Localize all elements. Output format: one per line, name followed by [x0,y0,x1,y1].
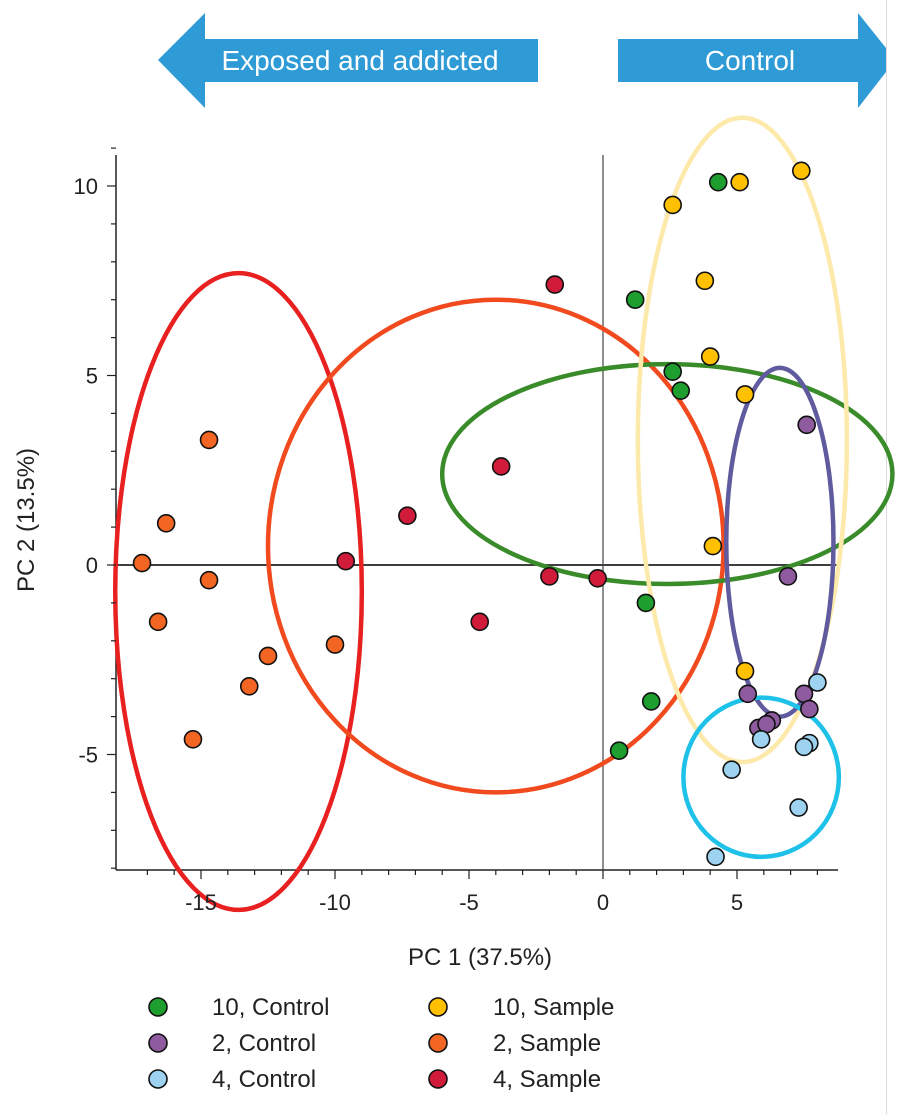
point-2-control [778,567,798,586]
right-arrow-label: Control [705,45,795,76]
x-tick-label: 5 [731,890,743,915]
point-10-sample [792,161,811,181]
point-4-sample [398,506,417,526]
point-4-control [794,737,814,757]
point-2-control [800,699,819,719]
point-4-control [706,847,725,867]
cluster-ellipses [112,115,895,913]
point-2-sample [148,612,168,632]
point-2-sample [325,635,345,654]
legend-marker [148,1033,168,1053]
point-2-sample [239,676,259,696]
axes [115,155,838,871]
point-10-sample [663,195,682,215]
data-points [132,161,827,867]
point-10-control [609,741,629,761]
legend-label: 2, Control [212,1030,316,1057]
point-2-sample [199,570,219,590]
cluster-ellipse-5 [681,695,842,860]
cluster-ellipse-0 [112,270,365,913]
x-tick-label: -5 [459,890,479,915]
cluster-ellipse-2 [439,361,895,587]
legend: 10, Control 10, Sample 2, Control 2, Sample… [148,994,614,1093]
legend-marker [148,997,168,1017]
legend-label: 2, Sample [493,1030,601,1057]
y-tick-label: 0 [86,553,98,578]
left-arrow-label: Exposed and addicted [221,45,498,76]
point-10-control [625,290,645,310]
axis-ticks: -15 -10 -5 0 5 -5 0 5 10 [74,147,819,915]
point-2-sample [183,730,203,749]
point-10-control [636,593,656,613]
point-10-sample [700,347,720,366]
point-4-control [808,673,827,692]
point-4-control [722,760,741,779]
point-2-control [797,415,816,435]
legend-label: 10, Control [212,994,329,1021]
legend-marker [428,1069,448,1089]
y-axis-label: PC 2 (13.5%) [13,448,40,592]
point-2-sample [258,646,278,666]
point-10-control [641,692,661,711]
point-4-sample [545,275,565,294]
point-4-sample [336,551,356,571]
cluster-ellipse-3 [635,115,850,765]
legend-marker [148,1069,168,1089]
point-2-control [738,684,758,704]
legend-label: 10, Sample [493,994,614,1021]
legend-label: 4, Control [212,1066,316,1093]
x-axis-label: PC 1 (37.5%) [408,944,552,971]
point-4-control [789,798,808,817]
point-10-sample [735,385,755,404]
right-arrow-shape [618,13,886,108]
point-2-sample [199,430,219,450]
point-4-sample [491,457,511,476]
legend-marker [428,997,448,1017]
point-10-control [708,172,728,192]
right-edge-line [886,0,887,1114]
x-tick-label: -15 [185,890,217,915]
point-2-sample [156,514,176,533]
point-4-sample [588,568,607,588]
point-10-sample [695,271,715,291]
x-tick-label: -10 [319,890,351,915]
point-10-sample [735,661,755,681]
left-arrow-shape [158,13,538,108]
right-direction-arrow: Control [618,13,886,108]
point-10-sample [703,536,723,556]
point-10-sample [730,172,749,192]
point-4-sample [540,567,559,586]
y-tick-label: -5 [78,743,98,768]
point-10-control [663,362,682,382]
left-direction-arrow: Exposed and addicted [158,13,538,108]
legend-label: 4, Sample [493,1066,601,1093]
point-10-control [671,381,691,400]
point-4-control [751,730,771,749]
point-4-sample [470,612,490,632]
legend-marker [428,1033,448,1053]
y-tick-label: 5 [86,364,98,389]
cluster-ellipse-1 [265,297,726,795]
x-tick-label: 0 [597,890,609,915]
point-2-sample [132,553,152,573]
y-tick-label: 10 [74,174,98,199]
